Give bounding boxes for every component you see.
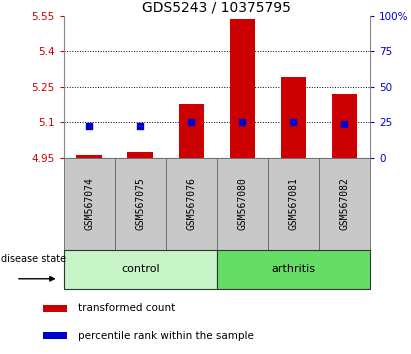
Bar — [76, 155, 102, 158]
Bar — [115, 158, 166, 250]
Bar — [217, 250, 370, 289]
Bar — [332, 94, 357, 158]
Bar — [230, 19, 255, 158]
Point — [137, 124, 143, 129]
Bar — [178, 104, 204, 158]
Bar — [43, 304, 67, 312]
Point — [290, 119, 297, 125]
Text: GSM567081: GSM567081 — [289, 177, 298, 230]
Text: GSM567082: GSM567082 — [339, 177, 349, 230]
Text: arthritis: arthritis — [271, 264, 315, 274]
Bar — [43, 332, 67, 339]
Text: GSM567076: GSM567076 — [186, 177, 196, 230]
Point — [239, 119, 246, 125]
Title: GDS5243 / 10375795: GDS5243 / 10375795 — [142, 1, 291, 15]
Bar — [64, 250, 217, 289]
Bar — [64, 158, 115, 250]
Bar — [268, 158, 319, 250]
Point — [341, 121, 348, 126]
Text: percentile rank within the sample: percentile rank within the sample — [78, 331, 254, 341]
Bar — [319, 158, 370, 250]
Point — [188, 119, 194, 125]
Bar — [217, 158, 268, 250]
Text: GSM567075: GSM567075 — [135, 177, 145, 230]
Text: control: control — [121, 264, 159, 274]
Point — [86, 124, 92, 129]
Text: GSM567080: GSM567080 — [237, 177, 247, 230]
Text: transformed count: transformed count — [78, 303, 175, 313]
Text: disease state: disease state — [1, 254, 67, 264]
Bar — [166, 158, 217, 250]
Bar — [281, 77, 306, 158]
Text: GSM567074: GSM567074 — [84, 177, 94, 230]
Bar — [127, 152, 153, 158]
